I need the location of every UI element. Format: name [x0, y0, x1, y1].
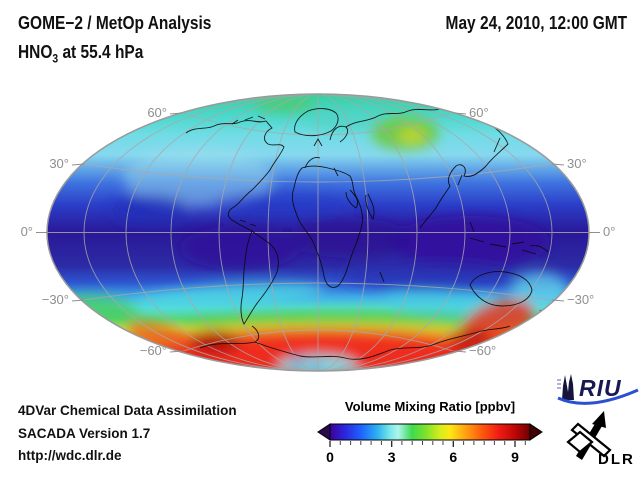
colorbar-minor-ticks [339, 441, 526, 445]
lat-label-left-60: 60° [147, 105, 167, 120]
species-subscript: 3 [52, 51, 59, 66]
lat-label-left-minus60: −60° [140, 343, 167, 358]
page-title: GOME−2 / MetOp Analysis [18, 13, 212, 33]
riu-cathedral-icon [557, 374, 574, 400]
pressure-level: at 55.4 hPa [58, 42, 144, 62]
riu-logo-text: RIU [579, 375, 622, 401]
colorbar-right-arrow [529, 423, 543, 441]
dlr-emblem-icon [566, 411, 612, 460]
lat-label-left-minus30: −30° [42, 292, 69, 307]
coastlines [185, 108, 549, 360]
lat-label-left-30: 30° [49, 156, 69, 171]
lat-label-left-0: 0° [21, 224, 33, 239]
colorbar-tick-9: 9 [511, 449, 519, 465]
colorbar-tick-3: 3 [388, 449, 396, 465]
lat-label-right-30: 30° [567, 156, 587, 171]
colorbar-gradient [329, 423, 531, 441]
colorbar-tick-6: 6 [449, 449, 457, 465]
footer-url: http://wdc.dlr.de [18, 448, 122, 463]
lat-label-right-60: 60° [469, 105, 489, 120]
riu-logo: RIU [557, 374, 639, 405]
latitude-labels: 60° 30° 0° −30° −60° 60° 30° 0° −30° −60… [21, 105, 616, 358]
colorbar-title: Volume Mixing Ratio [ppbv] [345, 399, 515, 414]
dlr-logo-text: DLR [598, 451, 635, 468]
graticule [47, 94, 589, 371]
colorbar-tick-0: 0 [326, 449, 334, 465]
colorbar: Volume Mixing Ratio [ppbv] 0 3 6 9 [317, 399, 543, 465]
latitude-ticks [36, 112, 600, 353]
lat-label-right-minus30: −30° [567, 292, 594, 307]
colorbar-major-ticks [329, 441, 516, 447]
species-level-label: HNO3 at 55.4 hPa [18, 42, 143, 66]
footer-assimilation-label: 4DVar Chemical Data Assimilation [18, 403, 237, 418]
riu-swoosh [557, 388, 639, 405]
species-name: HNO [18, 42, 53, 62]
colorbar-left-arrow [317, 423, 331, 441]
dlr-logo: DLR [566, 411, 635, 468]
datetime-label: May 24, 2010, 12:00 GMT [445, 13, 627, 33]
lat-label-right-minus60: −60° [469, 343, 496, 358]
footer-version-label: SACADA Version 1.7 [18, 426, 151, 441]
lat-label-right-0: 0° [603, 224, 615, 239]
